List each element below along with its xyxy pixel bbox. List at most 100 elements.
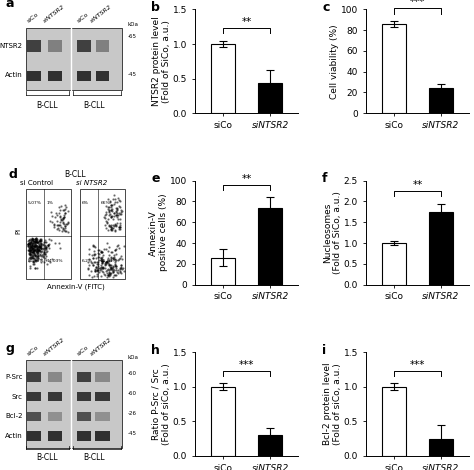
Point: [132, 64, 140, 71]
Point: [184, 2, 191, 9]
Text: **: **: [412, 180, 423, 190]
Text: f: f: [322, 172, 328, 186]
Point: [192, 79, 200, 87]
Point: [156, 14, 164, 22]
Y-axis label: Nucleosomes
(Fold of SiCo, a.u.): Nucleosomes (Fold of SiCo, a.u.): [323, 191, 342, 274]
Bar: [47, 412, 62, 421]
Text: a: a: [5, 0, 14, 10]
Bar: [429, 212, 453, 284]
Bar: [27, 412, 41, 421]
Point: [172, 78, 179, 86]
Text: B-CLL: B-CLL: [83, 101, 105, 110]
Point: [331, 1, 339, 8]
Text: ***: ***: [410, 360, 425, 370]
Text: siCo: siCo: [26, 12, 40, 24]
Text: g: g: [5, 342, 14, 355]
Point: [286, 41, 294, 49]
Y-axis label: Annexin-V
positive cells (%): Annexin-V positive cells (%): [149, 194, 168, 272]
Point: [156, 13, 164, 21]
Bar: [47, 392, 62, 401]
Text: siCo: siCo: [76, 345, 90, 357]
Point: [186, 14, 194, 21]
Text: kDa: kDa: [128, 23, 138, 27]
Point: [124, 16, 132, 24]
Text: 80.99%: 80.99%: [28, 258, 45, 263]
Point: [311, 24, 319, 31]
Point: [191, 2, 199, 10]
Y-axis label: Cell viability (%): Cell viability (%): [330, 24, 339, 99]
Text: Bcl-2: Bcl-2: [5, 414, 23, 419]
Bar: [27, 431, 41, 441]
Text: PI: PI: [16, 227, 21, 234]
Bar: [76, 412, 91, 421]
Text: Annexin-V (FITC): Annexin-V (FITC): [46, 284, 104, 290]
Point: [226, 0, 233, 8]
Text: B-CLL: B-CLL: [36, 101, 58, 110]
Point: [173, 80, 181, 88]
Text: d: d: [8, 168, 17, 181]
Text: 6%: 6%: [82, 201, 89, 204]
Text: -45: -45: [128, 431, 137, 436]
Y-axis label: Ratio P-Src / Src
(Fold of siCo, a.u.): Ratio P-Src / Src (Fold of siCo, a.u.): [152, 363, 171, 445]
Bar: [258, 83, 282, 113]
Text: 66%: 66%: [100, 201, 110, 204]
Text: 14.03%: 14.03%: [46, 258, 63, 263]
Bar: [382, 387, 406, 456]
Text: B-CLL: B-CLL: [36, 453, 58, 462]
Point: [261, 24, 268, 31]
Text: e: e: [151, 172, 160, 186]
Text: si NTSR2: si NTSR2: [76, 180, 108, 186]
Bar: [95, 431, 109, 441]
Text: siNTSR2: siNTSR2: [90, 337, 113, 357]
Bar: [76, 392, 91, 401]
Text: -60: -60: [128, 371, 137, 376]
Text: -45: -45: [128, 72, 137, 78]
Text: B-CLL: B-CLL: [83, 453, 105, 462]
Text: ***: ***: [239, 360, 254, 370]
Text: -60: -60: [128, 391, 137, 396]
Point: [164, 46, 172, 54]
Bar: [382, 24, 406, 113]
Text: h: h: [151, 344, 160, 357]
Bar: [95, 412, 109, 421]
Text: siCo: siCo: [76, 12, 90, 24]
Text: 5.07%: 5.07%: [28, 201, 42, 204]
Point: [232, 27, 240, 34]
Text: **: **: [241, 174, 252, 184]
Bar: [211, 387, 235, 456]
Text: ***: ***: [410, 0, 425, 8]
Text: c: c: [322, 1, 329, 14]
Point: [172, 2, 180, 9]
Text: B-CLL: B-CLL: [64, 170, 86, 179]
Bar: [76, 431, 91, 441]
Text: siNTSR2: siNTSR2: [42, 4, 65, 24]
Text: i: i: [322, 344, 326, 357]
Bar: [258, 435, 282, 456]
Bar: [76, 372, 91, 382]
Y-axis label: NTSR2 protein level
(Fold of SiCo, a.u.): NTSR2 protein level (Fold of SiCo, a.u.): [152, 16, 171, 106]
Text: siNTSR2: siNTSR2: [42, 337, 65, 357]
Bar: [258, 208, 282, 284]
Point: [158, 42, 166, 50]
Text: Src: Src: [12, 394, 23, 399]
Text: siNTSR2: siNTSR2: [90, 4, 113, 24]
Text: kDa: kDa: [128, 355, 138, 360]
Text: Actin: Actin: [5, 72, 23, 78]
Bar: [27, 392, 41, 401]
Text: NTSR2: NTSR2: [0, 43, 23, 49]
Text: -65: -65: [128, 34, 137, 39]
Bar: [27, 372, 41, 382]
Bar: [211, 258, 235, 284]
Point: [165, 27, 173, 34]
Bar: [47, 431, 62, 441]
Text: siCo: siCo: [26, 345, 40, 357]
Bar: [382, 243, 406, 284]
Bar: [429, 439, 453, 456]
Text: b: b: [151, 1, 160, 14]
Text: 6.2%: 6.2%: [82, 258, 93, 263]
Text: Actin: Actin: [5, 433, 23, 439]
Text: P-Src: P-Src: [5, 374, 23, 380]
Point: [153, 27, 161, 35]
Text: -26: -26: [128, 411, 137, 416]
Text: si Control: si Control: [19, 180, 53, 186]
